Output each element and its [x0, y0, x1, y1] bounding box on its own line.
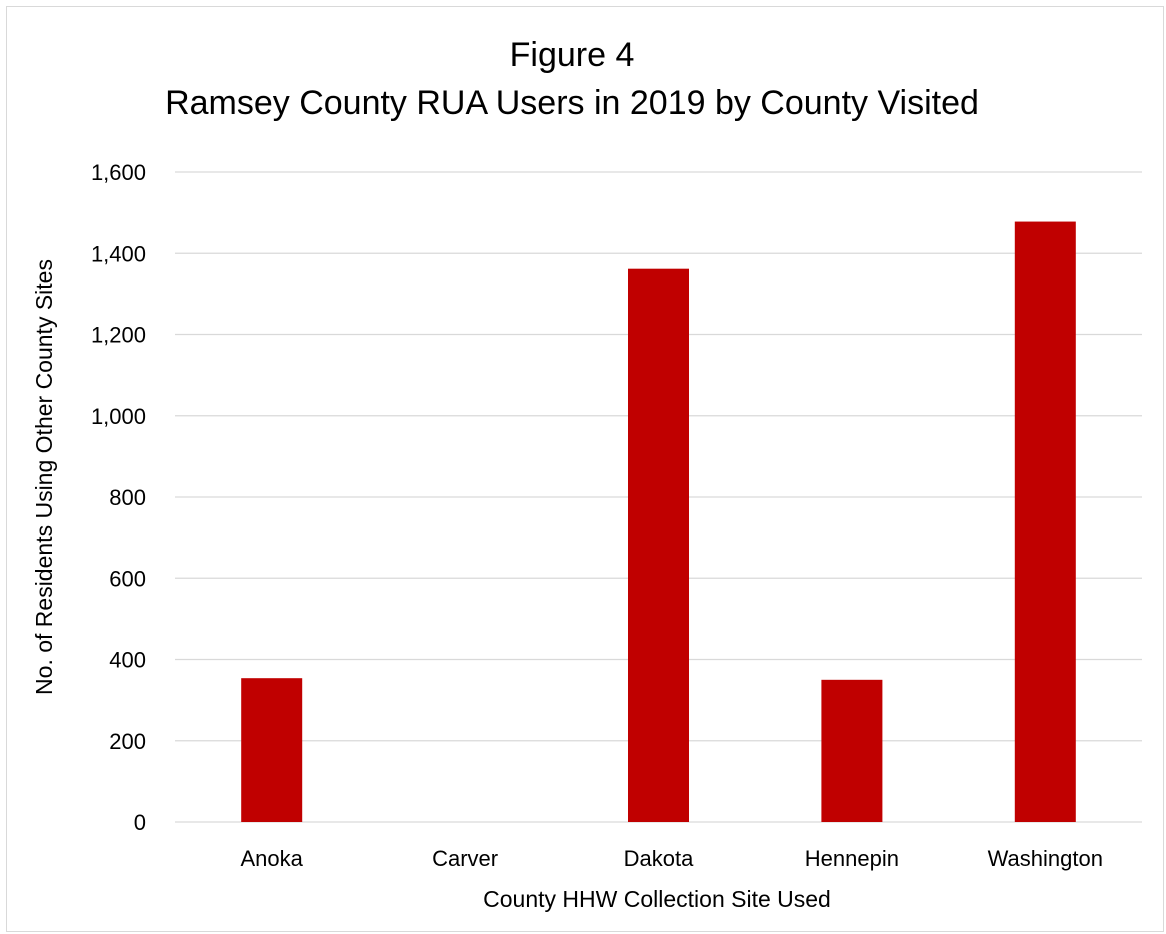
bar-dakota	[628, 268, 689, 822]
x-tick-label: Washington	[988, 846, 1103, 871]
y-axis-ticks: 0 200 400 600 800 1,000 1,200 1,400 1,600	[91, 160, 146, 835]
y-tick-label: 1,000	[91, 404, 146, 429]
chart-title-line2: Ramsey County RUA Users in 2019 by Count…	[165, 84, 979, 122]
x-axis-ticks: Anoka Carver Dakota Hennepin Washington	[241, 846, 1103, 871]
bar-anoka	[241, 678, 303, 822]
y-tick-label: 200	[109, 729, 146, 754]
x-tick-label: Dakota	[624, 846, 694, 871]
bar-washington	[1014, 221, 1076, 822]
y-tick-label: 0	[134, 810, 146, 835]
y-tick-label: 800	[109, 485, 146, 510]
y-tick-label: 400	[109, 648, 146, 673]
y-tick-label: 1,200	[91, 323, 146, 348]
x-axis-label: County HHW Collection Site Used	[483, 886, 831, 912]
bar-hennepin	[821, 679, 883, 822]
y-tick-label: 1,600	[91, 160, 146, 185]
chart-title-line1: Figure 4	[510, 36, 635, 74]
x-tick-label: Carver	[432, 846, 498, 871]
x-tick-label: Hennepin	[805, 846, 899, 871]
x-tick-label: Anoka	[241, 846, 304, 871]
bars	[241, 221, 1076, 822]
chart-frame	[6, 6, 1164, 932]
y-tick-label: 1,400	[91, 241, 146, 266]
y-tick-label: 600	[109, 566, 146, 591]
y-axis-label: No. of Residents Using Other County Site…	[31, 259, 57, 695]
gridlines	[175, 171, 1142, 823]
